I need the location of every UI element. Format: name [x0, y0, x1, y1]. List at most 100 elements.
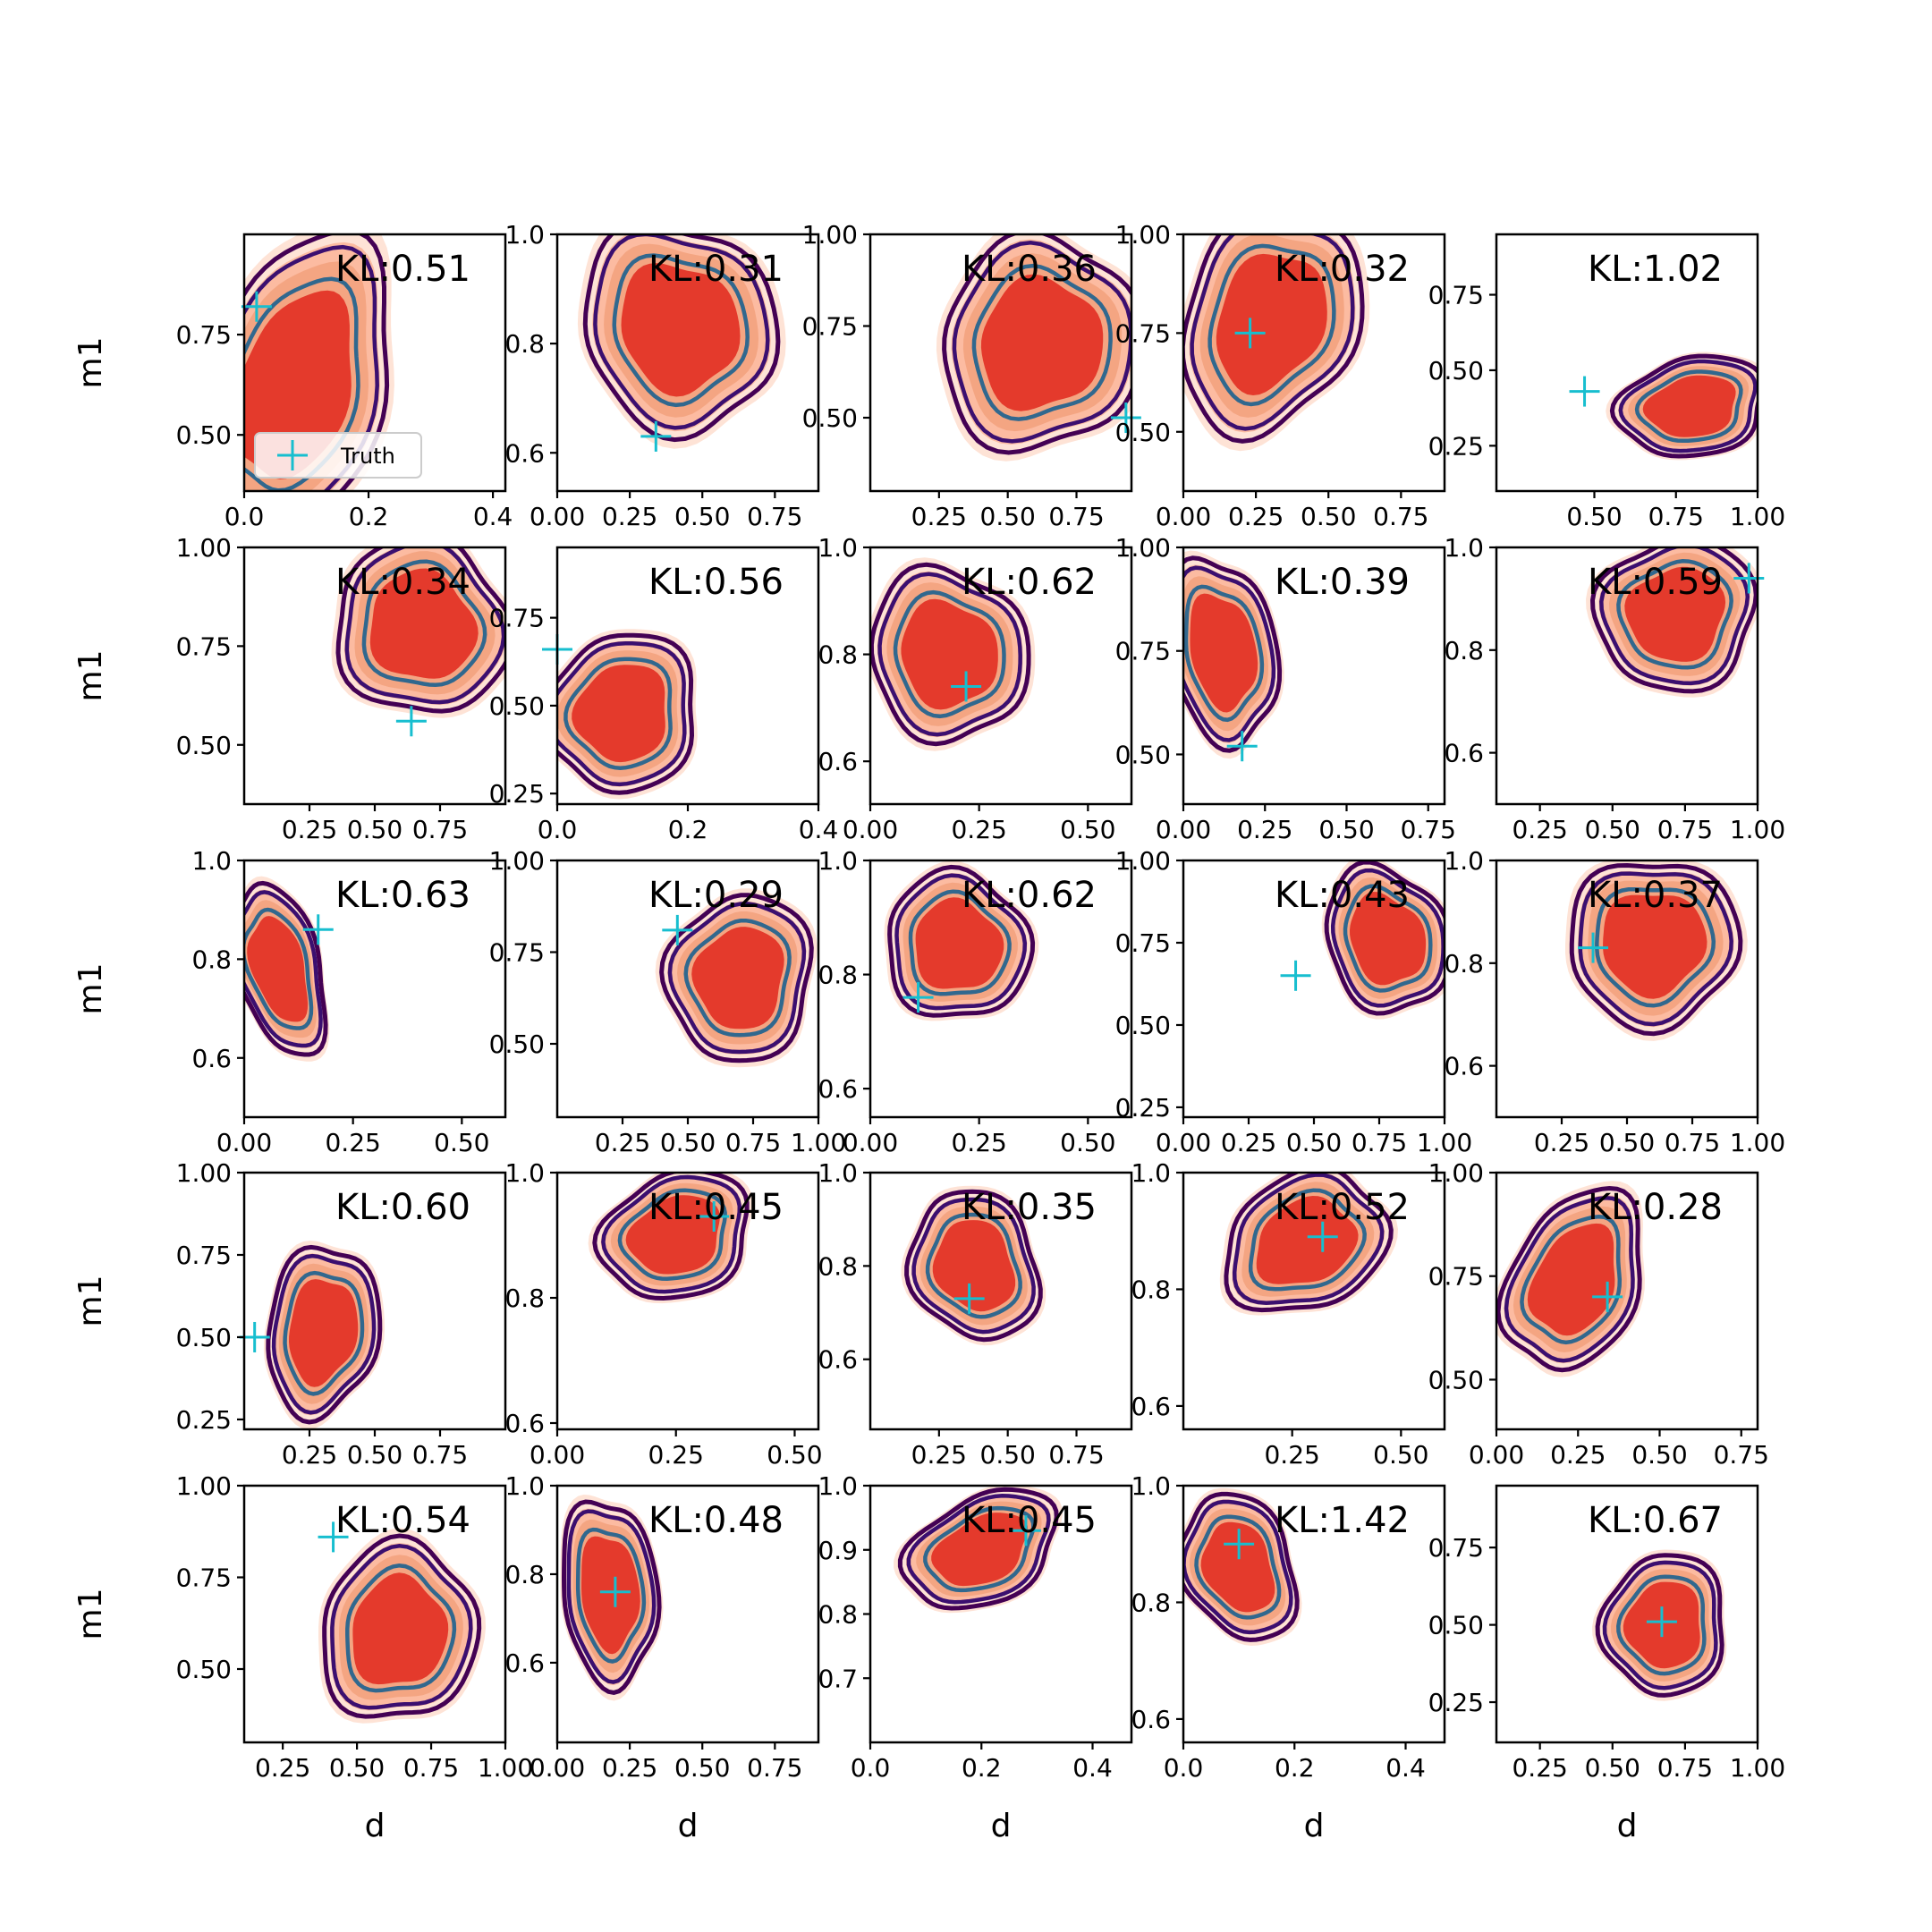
y-tick-label: 0.50: [1115, 418, 1171, 447]
contour-outer: [659, 893, 814, 1063]
density-level-4: [915, 897, 1004, 989]
y-tick-label: 0.25: [1428, 431, 1484, 461]
kl-label: KL:0.31: [648, 249, 784, 290]
kl-label: KL:0.60: [335, 1187, 470, 1228]
y-tick-label: 0.50: [1115, 1011, 1171, 1040]
contour-outer: [1609, 353, 1758, 459]
y-tick-label: 0.50: [1428, 1611, 1484, 1640]
y-tick-label: 0.8: [1131, 1588, 1171, 1617]
y-tick-label: 0.75: [1428, 281, 1484, 310]
kl-label: KL:0.67: [1588, 1500, 1723, 1541]
contour-inner: [575, 1527, 647, 1664]
contour-outer: [887, 864, 1036, 1018]
x-tick-label: 0.25: [911, 502, 967, 531]
y-tick-label: 1.0: [1131, 1471, 1171, 1501]
x-tick-label: 0.50: [329, 1753, 385, 1783]
contour-outer: [244, 234, 390, 491]
truth-marker: [1733, 563, 1765, 594]
contour-inner: [612, 253, 750, 408]
panel-3-3: 0.00 0.25 0.50 0.6 0.8 1.0 KL:0.62: [818, 846, 1133, 1157]
contour-inner: [925, 1212, 1022, 1319]
axes-frame: [869, 546, 1133, 806]
kl-label: KL:0.35: [962, 1187, 1097, 1228]
kl-label: KL:0.32: [1275, 249, 1410, 290]
x-tick-label: 0.50: [434, 1128, 489, 1157]
y-tick-label: 0.8: [504, 1560, 545, 1589]
y-tick-label: 0.75: [1428, 1533, 1484, 1563]
contour-outer: [870, 562, 1031, 747]
x-tick-label: 0.0: [225, 502, 265, 531]
y-tick-label: 0.6: [191, 1044, 232, 1073]
x-tick-label: 0.75: [747, 1753, 802, 1783]
y-tick-label: 0.50: [176, 1655, 232, 1684]
truth-marker: [1307, 1221, 1338, 1252]
panel-4-5: 0.00 0.25 0.50 0.75 0.50 0.75 1.00 KL:0.28: [1428, 1158, 1769, 1470]
x-tick-label: 0.00: [1156, 502, 1211, 531]
y-tick-label: 0.9: [818, 1536, 858, 1565]
contour-middle: [244, 890, 323, 1048]
panel-3-5: 0.25 0.50 0.75 1.00 0.6 0.8 1.0 KL:0.37: [1444, 846, 1785, 1157]
truth-marker: [599, 1576, 631, 1607]
contour-inner: [361, 559, 487, 688]
contour-inner: [1595, 886, 1716, 1008]
axes-frame: [1495, 233, 1759, 493]
panel-4-2: 0.00 0.25 0.50 0.6 0.8 1.0 KL:0.45: [504, 1158, 822, 1470]
x-tick-label: 0.75: [1373, 502, 1428, 531]
contour-middle: [911, 1197, 1036, 1335]
contour-middle: [1602, 1560, 1718, 1690]
y-tick-label: 1.0: [818, 1471, 858, 1501]
contour-middle: [1232, 1173, 1385, 1305]
truth-marker: [1226, 731, 1258, 762]
density-level-4: [932, 1220, 1016, 1312]
density-level-4: [1200, 1521, 1275, 1613]
kl-label: KL:0.34: [335, 562, 470, 603]
y-tick-label: 1.00: [1115, 846, 1171, 876]
kl-label: KL:0.39: [1275, 562, 1410, 603]
y-tick-label: 0.75: [176, 631, 232, 661]
truth-marker: [662, 914, 693, 945]
y-tick-label: 0.75: [176, 320, 232, 350]
contour-middle: [566, 1509, 657, 1684]
contour-middle: [344, 547, 505, 705]
x-tick-label: 0.25: [325, 1128, 380, 1157]
contour-inner: [683, 918, 792, 1038]
panel-1-5: 0.50 0.75 1.00 0.25 0.50 0.75 KL:1.02: [1428, 233, 1785, 531]
panel-1-4: 0.00 0.25 0.50 0.75 0.50 0.75 1.00 KL:0.32: [1115, 220, 1446, 531]
panel-5-1: 0.25 0.50 0.75 1.00 0.50 0.75 1.00 KL:0.54 m1 d: [72, 1471, 533, 1844]
x-tick-label: 0.50: [767, 1440, 822, 1470]
x-tick-label: 1.00: [1730, 815, 1785, 844]
axes-frame: [242, 859, 507, 1119]
y-tick-label: 1.0: [504, 1471, 545, 1501]
truth-marker: [1569, 376, 1600, 407]
axes-frame: [1495, 1484, 1759, 1744]
truth-marker: [1578, 932, 1609, 963]
y-tick-label: 0.75: [802, 312, 858, 342]
x-tick-label: 0.50: [1318, 815, 1374, 844]
y-axis-label: m1: [72, 1589, 109, 1640]
x-tick-label: 0.75: [1665, 1128, 1720, 1157]
x-tick-label: 0.75: [747, 502, 802, 531]
contour-middle: [1183, 1499, 1293, 1635]
x-tick-label: 0.50: [1585, 1753, 1640, 1783]
y-tick-label: 0.75: [176, 1563, 232, 1593]
truth-marker: [1010, 1515, 1041, 1546]
y-tick-label: 0.7: [818, 1664, 858, 1693]
density-level-4: [1190, 593, 1258, 713]
truth-marker: [699, 1201, 730, 1232]
density-level-4: [931, 1513, 1029, 1587]
panel-3-1: 0.00 0.25 0.50 0.6 0.8 1.0 KL:0.63 m1: [72, 846, 507, 1157]
x-tick-label: 0.50: [660, 1128, 716, 1157]
x-tick-label: 1.00: [1417, 1128, 1472, 1157]
x-tick-label: 0.25: [1228, 502, 1284, 531]
contour-middle: [1183, 565, 1276, 742]
contour-outer: [1569, 862, 1743, 1037]
contour-outer: [1496, 1185, 1642, 1373]
kl-label: KL:0.28: [1588, 1187, 1723, 1228]
contour-inner: [244, 907, 314, 1030]
panel-4-4: 0.25 0.50 0.6 0.8 1.0 KL:0.52: [1131, 1158, 1446, 1470]
contour-middle: [593, 234, 770, 430]
truth-marker: [1592, 1281, 1623, 1312]
x-tick-label: 0.2: [349, 502, 389, 531]
y-tick-label: 0.8: [504, 1284, 545, 1313]
kl-label: KL:0.43: [1275, 875, 1410, 916]
